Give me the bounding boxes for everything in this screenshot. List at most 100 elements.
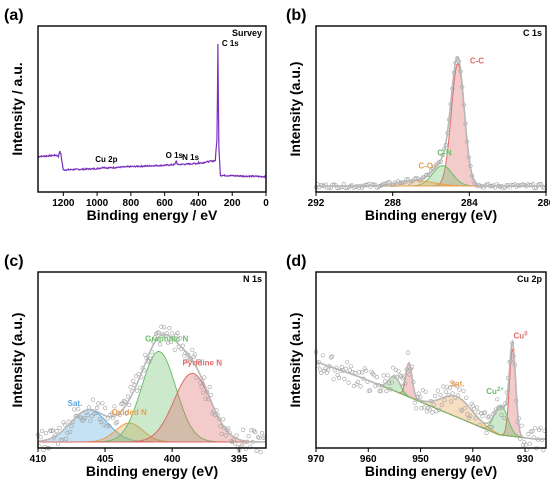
raw-data-point — [483, 410, 488, 415]
panel-label: (a) — [4, 7, 24, 24]
raw-data-point — [200, 390, 206, 395]
raw-data-point — [523, 442, 528, 447]
raw-data-point — [259, 430, 265, 436]
plot-frame — [37, 271, 267, 449]
peak-label: Pyridine N — [182, 358, 222, 367]
x-tick-label: 950 — [412, 454, 429, 465]
raw-data-point — [157, 342, 163, 347]
raw-data-point — [143, 352, 148, 357]
raw-data-point — [234, 433, 239, 438]
x-tick-label: 292 — [308, 198, 325, 209]
raw-data-point — [222, 425, 227, 430]
raw-data-point — [522, 440, 527, 445]
raw-data-point — [450, 391, 455, 396]
raw-data-point — [246, 434, 251, 439]
raw-data-point — [539, 437, 545, 443]
raw-data-point — [172, 347, 177, 352]
raw-data-point — [433, 393, 438, 399]
raw-data-point — [113, 421, 118, 426]
raw-data-point — [473, 416, 478, 421]
raw-data-point — [347, 368, 352, 373]
x-tick-label: 400 — [164, 454, 181, 465]
x-axis-label: Binding energy / eV — [87, 207, 218, 223]
raw-data-point — [435, 388, 440, 393]
raw-data-point — [354, 382, 359, 387]
raw-data-point — [86, 405, 92, 410]
raw-data-point — [254, 448, 259, 453]
panel-title: Cu 2p — [517, 274, 543, 284]
raw-data-point — [148, 356, 153, 361]
raw-data-point — [106, 423, 112, 428]
fit-envelope — [315, 338, 546, 440]
raw-data-point — [88, 419, 93, 424]
raw-data-point — [439, 402, 444, 408]
raw-data-point — [258, 450, 263, 455]
raw-data-point — [131, 379, 136, 384]
raw-data-point — [72, 407, 77, 412]
x-tick-label: 970 — [308, 454, 325, 465]
x-tick-label: 1200 — [52, 198, 75, 209]
raw-data-point — [472, 406, 477, 411]
raw-data-point — [253, 430, 258, 435]
raw-data-point — [476, 410, 481, 415]
peak-label: C-N — [437, 149, 451, 158]
raw-data-point — [454, 383, 459, 389]
raw-data-point — [538, 425, 543, 430]
raw-data-point — [389, 380, 394, 385]
raw-data-point — [137, 385, 142, 391]
raw-data-point — [55, 441, 61, 446]
panels: (a) Survey Intensity / a.u. Binding energy … — [4, 7, 550, 479]
raw-data-point — [184, 358, 189, 363]
raw-data-point — [207, 384, 212, 390]
raw-data-point — [460, 408, 465, 413]
x-tick-label: 0 — [263, 198, 269, 209]
raw-data-point — [358, 384, 363, 389]
x-tick-label: 410 — [30, 454, 47, 465]
raw-data-point — [152, 335, 157, 340]
raw-data-point — [420, 388, 426, 393]
raw-data-point — [133, 374, 138, 379]
raw-data-point — [219, 431, 224, 437]
x-tick-label: 400 — [190, 198, 207, 209]
raw-data-point — [120, 401, 125, 406]
x-tick-label: 940 — [464, 454, 481, 465]
raw-data-point — [391, 365, 396, 370]
raw-data-point — [349, 364, 354, 369]
raw-data-point — [127, 402, 132, 408]
raw-data-point — [203, 396, 208, 401]
raw-data-point — [430, 410, 435, 415]
raw-data-point — [526, 431, 531, 437]
x-axis-label: Binding energy (eV) — [86, 463, 218, 479]
raw-data-point — [345, 360, 350, 365]
x-tick-label: 800 — [123, 198, 140, 209]
raw-data-point — [381, 373, 386, 378]
raw-data-point — [533, 426, 538, 431]
y-axis-label: Intensity (a.u.) — [287, 62, 303, 157]
raw-data-point — [385, 373, 390, 378]
x-tick-label: 1000 — [86, 198, 109, 209]
raw-data-point — [330, 354, 335, 359]
raw-data-point — [343, 366, 348, 371]
peak-annotation: Cu 2p — [95, 155, 117, 164]
survey-line — [37, 43, 267, 179]
raw-data-point — [178, 336, 183, 341]
x-axis-label: Binding energy (eV) — [365, 463, 497, 479]
raw-data-point — [123, 399, 128, 404]
peak-label: C-C — [470, 57, 484, 66]
raw-data-point — [50, 428, 55, 433]
raw-data-point — [65, 430, 70, 436]
raw-data-point — [405, 350, 411, 355]
raw-data-point — [362, 366, 367, 371]
raw-data-point — [530, 429, 535, 434]
raw-data-point — [378, 389, 384, 394]
raw-data-point — [124, 411, 129, 416]
raw-data-point — [519, 423, 524, 428]
peak-label: Sat. — [450, 380, 465, 389]
raw-data-point — [423, 389, 428, 394]
peak-annotation: O 1s — [166, 151, 184, 160]
raw-data-point — [109, 411, 114, 416]
raw-data-point — [487, 414, 492, 419]
raw-data-point — [537, 427, 542, 433]
peak-label: Graphitic N — [145, 334, 188, 343]
